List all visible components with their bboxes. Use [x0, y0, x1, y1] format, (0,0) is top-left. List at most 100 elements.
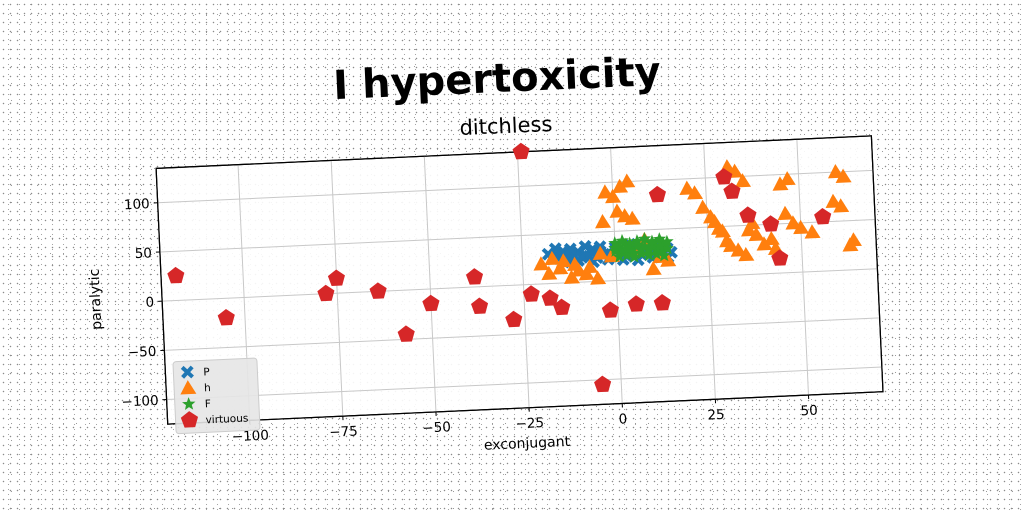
- x-tick-label: −25: [515, 415, 544, 432]
- y-tick-label: −100: [121, 393, 159, 411]
- data-point: [578, 266, 595, 281]
- legend-label: P: [203, 366, 210, 378]
- data-point: [563, 242, 577, 256]
- x-tick-label: 50: [800, 403, 818, 420]
- legend-marker: [180, 365, 194, 379]
- plot-frame: [155, 135, 884, 425]
- data-point: [512, 142, 530, 160]
- data-point: [634, 246, 649, 260]
- legend-marker: [182, 397, 196, 411]
- y-tick-label: 0: [145, 295, 154, 311]
- data-point: [594, 375, 612, 393]
- data-point: [605, 188, 622, 204]
- data-point: [167, 266, 185, 284]
- data-point: [327, 269, 345, 286]
- data-point: [723, 182, 741, 200]
- data-point: [771, 249, 789, 266]
- data-point: [608, 241, 622, 254]
- data-point: [623, 236, 637, 250]
- y-gridline: [166, 366, 882, 401]
- data-point: [756, 236, 773, 251]
- x-tick-label: 25: [707, 407, 725, 424]
- legend-label: h: [204, 382, 211, 394]
- y-tick-label: 100: [124, 196, 150, 213]
- data-point: [652, 232, 667, 245]
- x-tick-label: 0: [618, 411, 627, 427]
- data-point: [592, 245, 609, 261]
- data-point: [660, 241, 674, 255]
- data-point: [619, 173, 636, 188]
- data-point: [772, 176, 789, 191]
- x-tick-label: −50: [422, 419, 451, 436]
- data-point: [630, 239, 645, 252]
- x-tick-label: −100: [232, 428, 270, 446]
- data-point: [582, 258, 599, 274]
- legend-label: virtuous: [205, 412, 248, 426]
- data-point: [649, 247, 664, 260]
- y-gridline: [157, 169, 873, 204]
- data-point: [711, 220, 728, 235]
- data-point: [738, 246, 755, 262]
- y-gridline: [164, 317, 880, 351]
- data-point: [645, 261, 662, 276]
- legend-marker: [180, 411, 199, 428]
- y-tick-label: 50: [134, 245, 152, 262]
- chart-title: I hypertoxicity: [332, 49, 661, 109]
- data-point: [555, 253, 572, 268]
- y-tick-label: −50: [128, 344, 157, 361]
- series-f: [608, 231, 674, 263]
- data-point: [627, 295, 645, 312]
- data-point: [648, 185, 666, 203]
- chart-subtitle: ditchless: [459, 112, 553, 140]
- legend-marker: [180, 380, 197, 395]
- data-point: [522, 285, 540, 302]
- data-point: [590, 270, 607, 285]
- data-point: [470, 297, 489, 314]
- data-point: [217, 308, 235, 326]
- data-point: [601, 301, 619, 318]
- x-tick-label: −75: [329, 424, 358, 441]
- y-axis-label: paralytic: [87, 268, 106, 330]
- data-point: [777, 205, 794, 221]
- data-point: [563, 269, 580, 284]
- x-gridline: [516, 151, 530, 408]
- data-point: [624, 210, 641, 226]
- data-point: [317, 284, 335, 302]
- data-point: [627, 250, 641, 263]
- data-point: [505, 310, 523, 328]
- data-point: [612, 178, 629, 194]
- data-point: [619, 241, 633, 255]
- data-point: [804, 224, 821, 239]
- data-point: [695, 199, 712, 214]
- legend-box: [172, 357, 261, 435]
- plot-area: −100 −75 −50 −25 0 25 50 −100 −50 0 50 100 exconjuga…: [87, 135, 884, 454]
- x-gridline: [423, 156, 437, 412]
- x-gridline: [330, 160, 344, 417]
- data-point: [660, 234, 674, 248]
- data-point: [578, 239, 592, 254]
- data-point: [793, 219, 810, 235]
- data-point: [595, 214, 612, 229]
- data-point: [657, 248, 671, 262]
- data-point: [637, 231, 652, 245]
- x-gridline: [703, 143, 716, 400]
- data-point: [552, 260, 569, 275]
- data-point: [842, 237, 859, 252]
- data-point: [397, 325, 415, 342]
- x-axis-label: exconjugant: [484, 434, 571, 454]
- data-point: [422, 294, 440, 312]
- data-point: [541, 289, 559, 306]
- series-virtuous: [167, 142, 832, 393]
- data-point: [779, 171, 796, 186]
- data-point: [653, 239, 667, 252]
- data-point: [660, 252, 677, 267]
- data-point: [833, 198, 850, 213]
- data-point: [533, 256, 550, 271]
- data-point: [619, 248, 634, 262]
- data-point: [642, 241, 656, 255]
- data-point: [814, 207, 832, 225]
- data-point: [735, 173, 752, 188]
- data-point: [465, 268, 484, 285]
- data-point: [687, 185, 704, 200]
